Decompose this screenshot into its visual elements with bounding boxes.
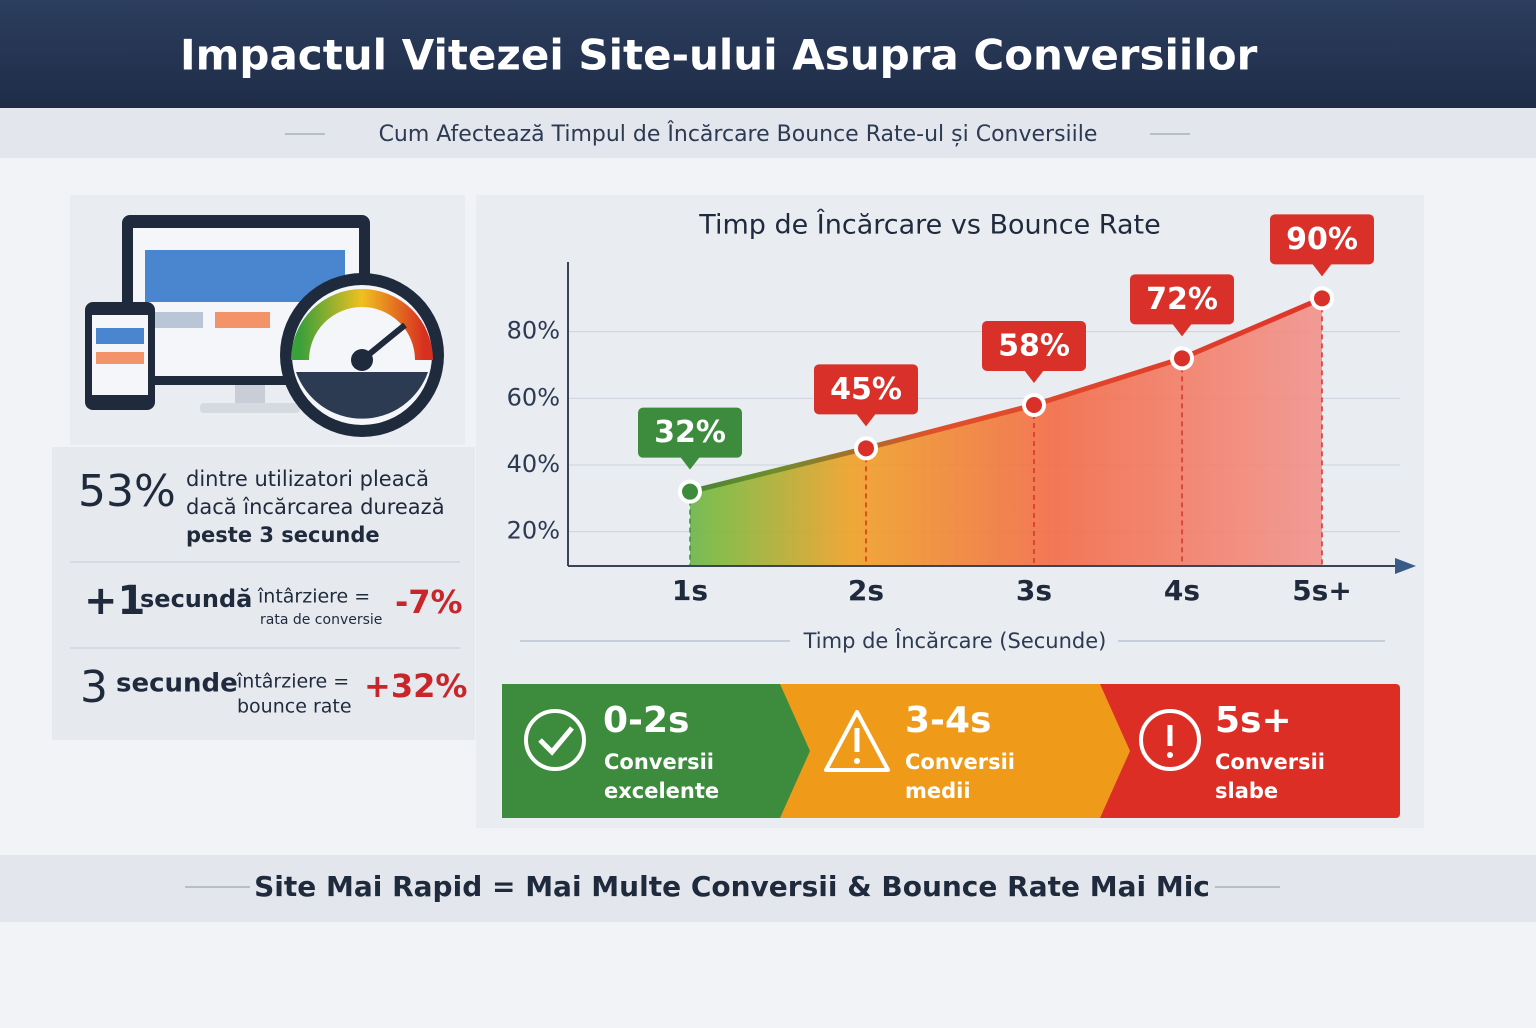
footer-band <box>0 855 1536 922</box>
legend-line: excelente <box>604 779 719 803</box>
point <box>854 436 878 461</box>
data-label: 58% <box>998 329 1070 364</box>
legend-band <box>502 684 1400 818</box>
subtitle: Cum Afectează Timpul de Încărcare Bounce… <box>379 121 1098 147</box>
label-pointer <box>1024 370 1044 383</box>
legend-line: Conversii <box>1215 750 1325 774</box>
legend-line: Conversii <box>905 750 1015 774</box>
subtitle-band <box>0 108 1536 158</box>
stat-text: dintre utilizatori pleacă <box>186 467 429 491</box>
stat-unit: secundă <box>140 585 252 613</box>
stat-big: 3 <box>80 662 108 713</box>
legend-line: slabe <box>1215 779 1278 803</box>
stat-sub: rata de conversie <box>260 612 382 628</box>
x-tick-label: 1s <box>672 574 708 607</box>
label-pointer <box>856 413 876 427</box>
legend-line: Conversii <box>604 750 714 774</box>
axis-arrow <box>1395 558 1416 574</box>
legend-range: 3-4s <box>905 700 991 741</box>
stat-big: 53% <box>78 466 176 517</box>
y-tick-label: 20% <box>507 517 560 545</box>
label-box <box>982 321 1086 371</box>
x-tick-label: 5s+ <box>1292 574 1352 607</box>
label-pointer <box>1172 323 1192 337</box>
header-band <box>0 0 1536 108</box>
stats-panel <box>52 447 475 740</box>
legend-range: 0-2s <box>603 700 689 741</box>
devices-illustration <box>70 195 465 445</box>
label-box <box>638 407 742 458</box>
data-label: 72% <box>1146 282 1218 317</box>
point <box>1310 286 1334 311</box>
label-box <box>1130 274 1234 325</box>
point <box>678 479 702 504</box>
point <box>1170 346 1194 371</box>
data-label: 45% <box>830 372 902 407</box>
footer: Site Mai Rapid = Mai Multe Conversii & B… <box>254 870 1210 903</box>
legend-range: 5s+ <box>1215 700 1292 741</box>
stat-group: 53% dintre utilizatori pleacă dacă încăr… <box>78 466 467 718</box>
data-label: 90% <box>1286 222 1358 257</box>
data-label: 32% <box>654 415 726 450</box>
label-pointer <box>680 456 700 470</box>
x-tick-label: 3s <box>1016 574 1052 607</box>
stat-sub: bounce rate <box>237 696 352 718</box>
label-box <box>1270 214 1374 265</box>
y-tick-label: 60% <box>507 383 560 411</box>
stat-text: întârziere = <box>257 586 370 608</box>
point <box>1022 393 1046 417</box>
x-tick-label: 2s <box>848 574 884 607</box>
label-pointer <box>1312 263 1332 277</box>
legend-line: medii <box>905 779 971 803</box>
y-tick-label: 80% <box>507 317 560 345</box>
plot: 20% 40% 60% 80% 32% 1s 45% 2s 58% 3s 72% 4s 90% 5s+ <box>507 214 1400 607</box>
label-box <box>814 364 918 415</box>
chart-title: Timp de Încărcare vs Bounce Rate <box>698 209 1160 241</box>
stat-unit: secunde <box>116 669 238 699</box>
stat-text: peste 3 secunde <box>186 523 380 547</box>
stat-effect: +32% <box>364 667 467 705</box>
legend-text: 0-2s Conversii excelente 3-4s Conversii … <box>603 700 1325 803</box>
title: Impactul Vitezei Site-ului Asupra Conver… <box>180 31 1258 80</box>
stat-big: +1 <box>84 578 145 624</box>
x-axis-label: Timp de Încărcare (Secunde) <box>803 628 1107 653</box>
y-tick-label: 40% <box>507 450 560 478</box>
stat-effect: -7% <box>395 583 463 621</box>
stat-text: dacă încărcarea durează <box>186 495 445 519</box>
x-tick-label: 4s <box>1164 574 1200 607</box>
stat-text: întârziere = <box>236 671 349 693</box>
